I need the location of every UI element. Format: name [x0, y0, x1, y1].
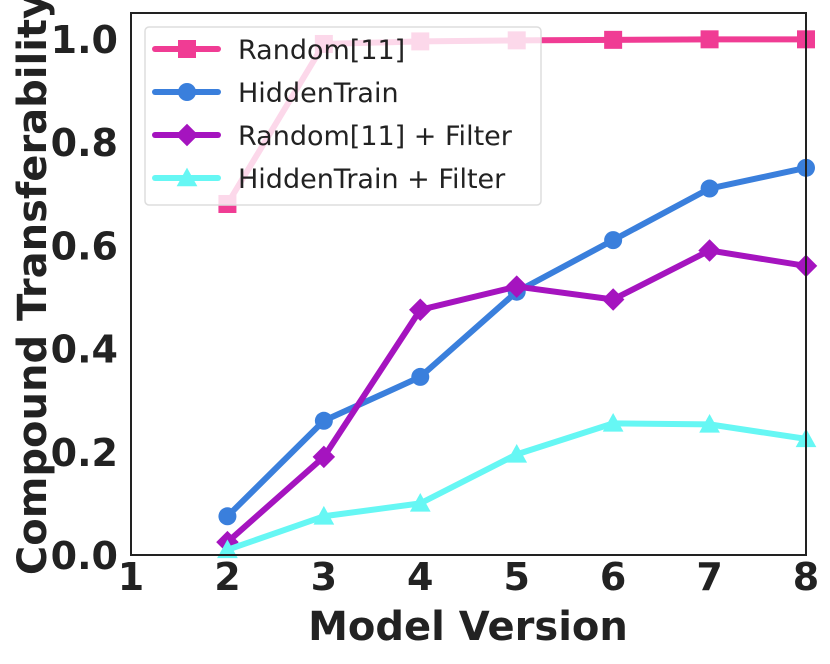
x-tick-label: 8	[793, 555, 819, 599]
data-point	[409, 493, 431, 512]
legend-marker	[178, 83, 196, 101]
data-point	[700, 179, 719, 198]
data-point	[411, 367, 430, 386]
y-tick-label: 1.0	[51, 18, 118, 62]
x-tick-label: 3	[311, 555, 337, 599]
legend-item: HiddenTrain + Filter	[152, 164, 506, 195]
legend-label: HiddenTrain	[238, 78, 399, 109]
data-point	[506, 443, 528, 463]
series-line	[224, 420, 809, 553]
legend-item: Random[11] + Filter	[152, 121, 513, 152]
legend-marker	[175, 123, 199, 147]
x-tick-label: 1	[118, 555, 144, 599]
data-point	[218, 507, 237, 526]
series-random-11-filter	[216, 239, 818, 554]
legend-box	[144, 26, 542, 206]
legend-label: Random[11] + Filter	[238, 121, 513, 152]
data-point	[699, 414, 720, 433]
legend-label: HiddenTrain + Filter	[238, 164, 506, 195]
data-point	[700, 30, 719, 49]
data-point	[409, 298, 432, 322]
data-point	[217, 539, 238, 559]
data-point	[601, 288, 625, 311]
x-tick-label: 2	[214, 555, 240, 599]
data-point	[602, 413, 624, 432]
legend-marker	[176, 167, 198, 187]
data-point	[312, 445, 336, 469]
legend-item: Random[11]	[152, 35, 405, 66]
y-axis-label: Compound Transferability	[10, 0, 56, 575]
y-tick-label: 0.0	[51, 534, 118, 578]
legend-marker	[178, 40, 196, 58]
series-hiddentrain-filter	[217, 413, 817, 559]
y-tick-label: 0.4	[51, 328, 118, 372]
x-tick-label: 5	[503, 555, 529, 599]
x-tick-label: 6	[600, 555, 626, 599]
data-point	[604, 30, 623, 49]
y-tick-label: 0.8	[51, 121, 118, 165]
ticks: 1 2 3 4 5 6 7 8 0.0 0.2 0.4 0.6 0.8 1.0	[51, 18, 820, 599]
data-point	[313, 505, 335, 525]
legend-item: HiddenTrain	[152, 78, 399, 109]
legend: Random[11] HiddenTrain Random[11] + Filter…	[144, 26, 542, 206]
x-tick-label: 4	[407, 555, 433, 599]
x-axis-label: Model Version	[308, 604, 628, 650]
y-tick-label: 0.2	[51, 431, 118, 475]
data-point	[314, 411, 333, 430]
plot-frame	[130, 12, 807, 556]
data-point	[604, 231, 623, 250]
data-point	[698, 239, 721, 262]
legend-label: Random[11]	[238, 35, 405, 66]
y-tick-label: 0.6	[51, 224, 118, 268]
x-tick-label: 7	[696, 555, 722, 599]
data-point	[505, 275, 528, 298]
